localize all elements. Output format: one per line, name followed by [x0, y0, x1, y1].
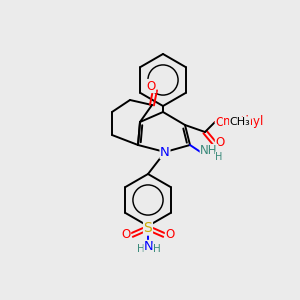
Text: O: O	[146, 80, 156, 92]
Text: N: N	[160, 146, 170, 158]
Text: H: H	[215, 152, 223, 162]
Text: CH₃: CH₃	[230, 117, 250, 127]
Text: S: S	[144, 221, 152, 235]
Text: H: H	[153, 244, 161, 254]
Text: O: O	[122, 229, 130, 242]
Text: O: O	[215, 116, 225, 128]
Text: methyl: methyl	[234, 121, 239, 122]
Text: O: O	[165, 229, 175, 242]
Text: H: H	[137, 244, 145, 254]
Text: NH: NH	[200, 145, 218, 158]
Text: O: O	[215, 136, 225, 148]
Text: methyl: methyl	[223, 116, 265, 128]
Text: N: N	[144, 241, 154, 254]
